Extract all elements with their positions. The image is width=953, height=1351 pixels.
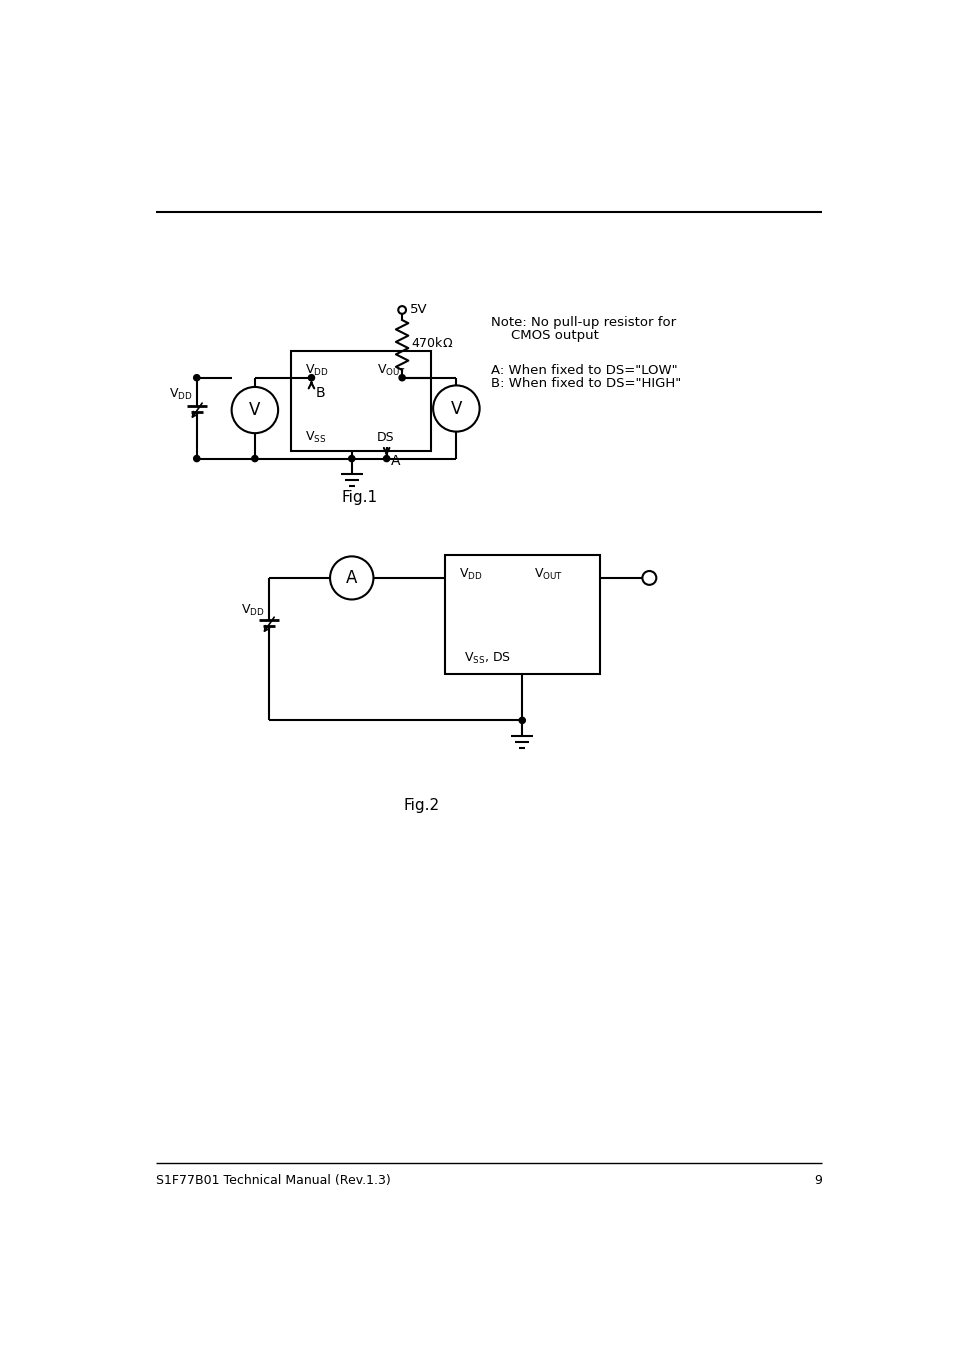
- Text: CMOS output: CMOS output: [510, 328, 598, 342]
- Bar: [444, 555, 599, 674]
- Text: $\mathregular{V_{DD}}$: $\mathregular{V_{DD}}$: [169, 388, 193, 403]
- Text: Note: No pull-up resistor for: Note: No pull-up resistor for: [491, 316, 676, 328]
- Circle shape: [252, 455, 257, 462]
- Text: A: A: [391, 454, 400, 467]
- Text: Fig.2: Fig.2: [403, 797, 439, 812]
- Text: $\mathregular{V_{DD}}$: $\mathregular{V_{DD}}$: [305, 362, 329, 377]
- Text: 5V: 5V: [410, 304, 427, 316]
- Text: $\mathregular{V_{DD}}$: $\mathregular{V_{DD}}$: [458, 566, 482, 582]
- Circle shape: [398, 374, 405, 381]
- Text: A: When fixed to DS="LOW": A: When fixed to DS="LOW": [491, 363, 678, 377]
- Text: $\mathregular{V_{DD}}$: $\mathregular{V_{DD}}$: [241, 603, 265, 617]
- Circle shape: [193, 455, 199, 462]
- Text: $\mathregular{V_{SS}}$: $\mathregular{V_{SS}}$: [305, 430, 326, 446]
- Text: $\mathregular{V_{SS}}$, DS: $\mathregular{V_{SS}}$, DS: [464, 651, 511, 666]
- Circle shape: [193, 374, 199, 381]
- Text: V: V: [249, 401, 260, 419]
- Circle shape: [518, 717, 525, 723]
- Text: S1F77B01 Technical Manual (Rev.1.3): S1F77B01 Technical Manual (Rev.1.3): [155, 1174, 390, 1186]
- Text: B: When fixed to DS="HIGH": B: When fixed to DS="HIGH": [491, 377, 680, 390]
- Text: V: V: [450, 400, 461, 417]
- Text: $\mathregular{V_{OUT}}$: $\mathregular{V_{OUT}}$: [376, 362, 405, 377]
- Text: 9: 9: [814, 1174, 821, 1186]
- Text: B: B: [315, 386, 325, 400]
- Text: $\mathregular{V_{OUT}}$: $\mathregular{V_{OUT}}$: [534, 566, 562, 582]
- Text: DS: DS: [376, 431, 394, 444]
- Bar: [291, 351, 431, 451]
- Text: Fig.1: Fig.1: [341, 489, 377, 504]
- Circle shape: [308, 374, 314, 381]
- Text: A: A: [346, 569, 357, 586]
- Text: 470k$\Omega$: 470k$\Omega$: [411, 336, 454, 350]
- Circle shape: [383, 455, 390, 462]
- Circle shape: [348, 455, 355, 462]
